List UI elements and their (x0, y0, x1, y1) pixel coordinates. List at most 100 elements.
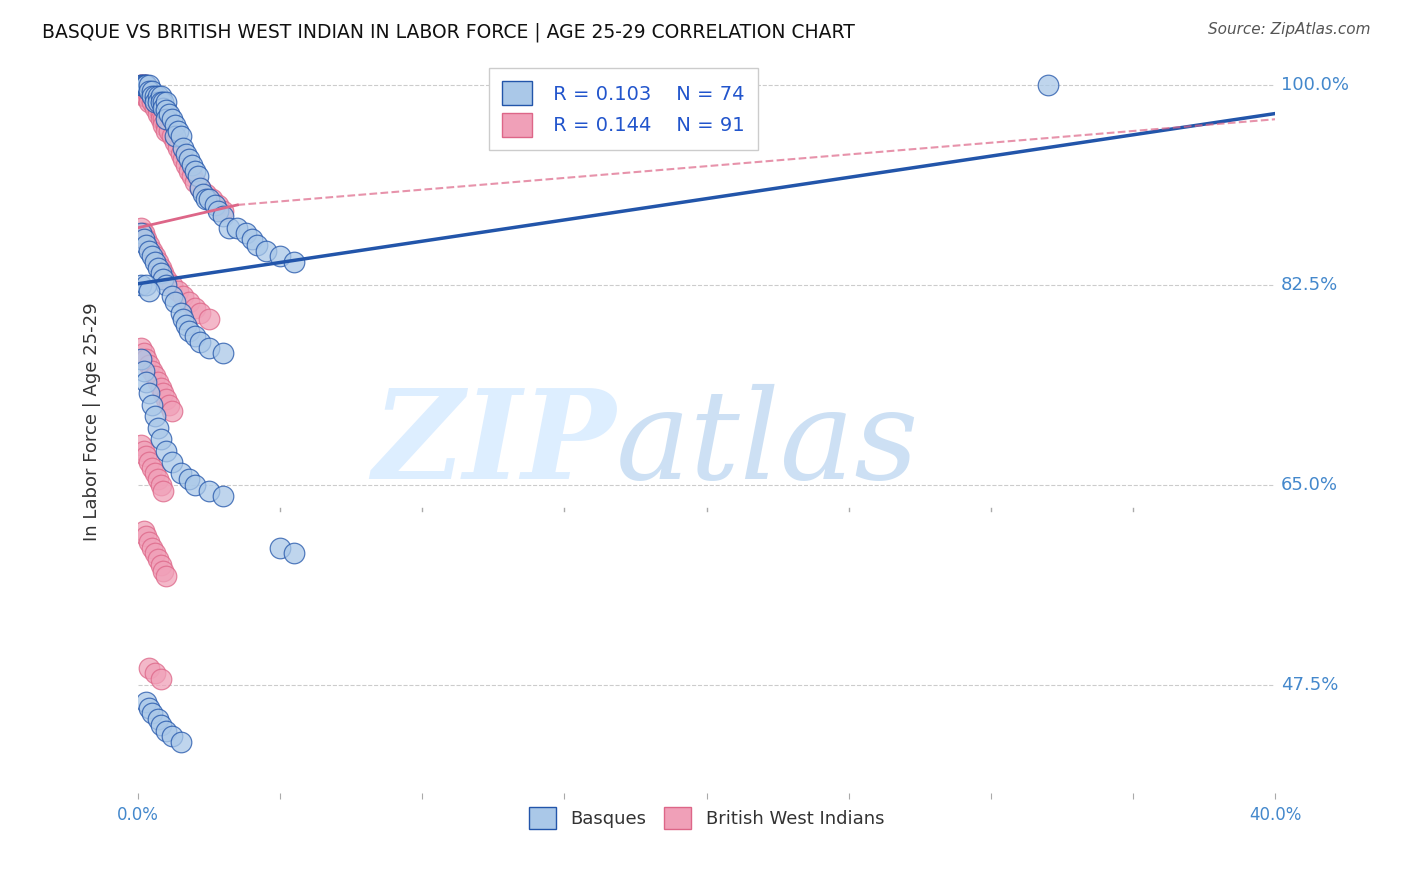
Text: Source: ZipAtlas.com: Source: ZipAtlas.com (1208, 22, 1371, 37)
Point (129, 84, 152, 98)
Point (138, 78, 160, 92)
Point (143, 546, 166, 560)
Point (135, 529, 157, 543)
Point (283, 255, 305, 269)
Point (146, 552, 169, 566)
Point (132, 346, 155, 360)
Point (149, 718, 172, 732)
Point (138, 386, 160, 401)
Point (143, 467, 166, 481)
Point (132, 78, 155, 92)
Point (155, 277, 177, 292)
Point (195, 186, 218, 201)
Point (132, 84, 155, 98)
Point (155, 123, 177, 137)
Point (246, 238, 269, 252)
Point (240, 232, 263, 246)
Point (160, 112, 183, 127)
Point (132, 227, 155, 241)
Point (212, 346, 235, 360)
Point (141, 706, 163, 721)
Text: atlas: atlas (616, 384, 920, 505)
Point (283, 546, 305, 560)
Point (129, 220, 152, 235)
Point (141, 398, 163, 412)
Point (149, 260, 172, 275)
Point (135, 375, 157, 389)
Point (141, 89, 163, 103)
Point (184, 163, 207, 178)
Point (149, 112, 172, 127)
Point (132, 78, 155, 92)
Point (129, 78, 152, 92)
Point (146, 89, 169, 103)
Point (172, 153, 194, 167)
Point (146, 260, 169, 275)
Point (177, 163, 200, 178)
Point (163, 118, 186, 132)
Point (166, 141, 188, 155)
Point (187, 169, 209, 184)
Point (198, 192, 221, 206)
Point (132, 443, 155, 458)
Text: BASQUE VS BRITISH WEST INDIAN IN LABOR FORCE | AGE 25-29 CORRELATION CHART: BASQUE VS BRITISH WEST INDIAN IN LABOR F… (42, 22, 855, 42)
Point (135, 695, 157, 709)
Text: In Labor Force | Age 25-29: In Labor Force | Age 25-29 (83, 302, 101, 541)
Point (143, 101, 166, 115)
Point (135, 352, 157, 367)
Point (149, 558, 172, 572)
Point (155, 95, 177, 109)
Point (201, 192, 224, 206)
Point (160, 729, 183, 743)
Point (160, 129, 183, 144)
Point (138, 89, 160, 103)
Point (226, 220, 249, 235)
Point (269, 249, 291, 263)
Point (155, 392, 177, 406)
Point (149, 432, 172, 446)
Point (169, 146, 191, 161)
Point (152, 483, 174, 498)
Point (146, 106, 169, 120)
Point (157, 123, 180, 137)
Point (143, 95, 166, 109)
Point (157, 106, 180, 120)
Point (155, 112, 177, 127)
Point (155, 272, 177, 286)
Point (129, 78, 152, 92)
Point (207, 198, 229, 212)
Point (138, 535, 160, 549)
Point (146, 101, 169, 115)
Point (138, 700, 160, 714)
Point (129, 227, 152, 241)
Point (163, 129, 186, 144)
Point (138, 84, 160, 98)
Point (152, 386, 174, 401)
Point (129, 438, 152, 452)
Point (152, 112, 174, 127)
Point (195, 192, 218, 206)
Point (207, 203, 229, 218)
Point (143, 409, 166, 424)
Point (177, 324, 200, 338)
Point (141, 541, 163, 555)
Point (160, 403, 183, 417)
Legend: Basques, British West Indians: Basques, British West Indians (522, 800, 891, 837)
Point (212, 203, 235, 218)
Point (132, 232, 155, 246)
Point (174, 318, 197, 332)
Point (152, 272, 174, 286)
Point (177, 295, 200, 310)
Point (184, 175, 207, 189)
Point (135, 84, 157, 98)
Point (198, 312, 221, 326)
Point (135, 89, 157, 103)
Point (160, 455, 183, 469)
Text: 82.5%: 82.5% (1281, 276, 1339, 293)
Point (177, 153, 200, 167)
Point (169, 467, 191, 481)
Point (1036, 78, 1059, 92)
Point (149, 89, 172, 103)
Point (129, 341, 152, 355)
Text: 65.0%: 65.0% (1281, 475, 1339, 494)
